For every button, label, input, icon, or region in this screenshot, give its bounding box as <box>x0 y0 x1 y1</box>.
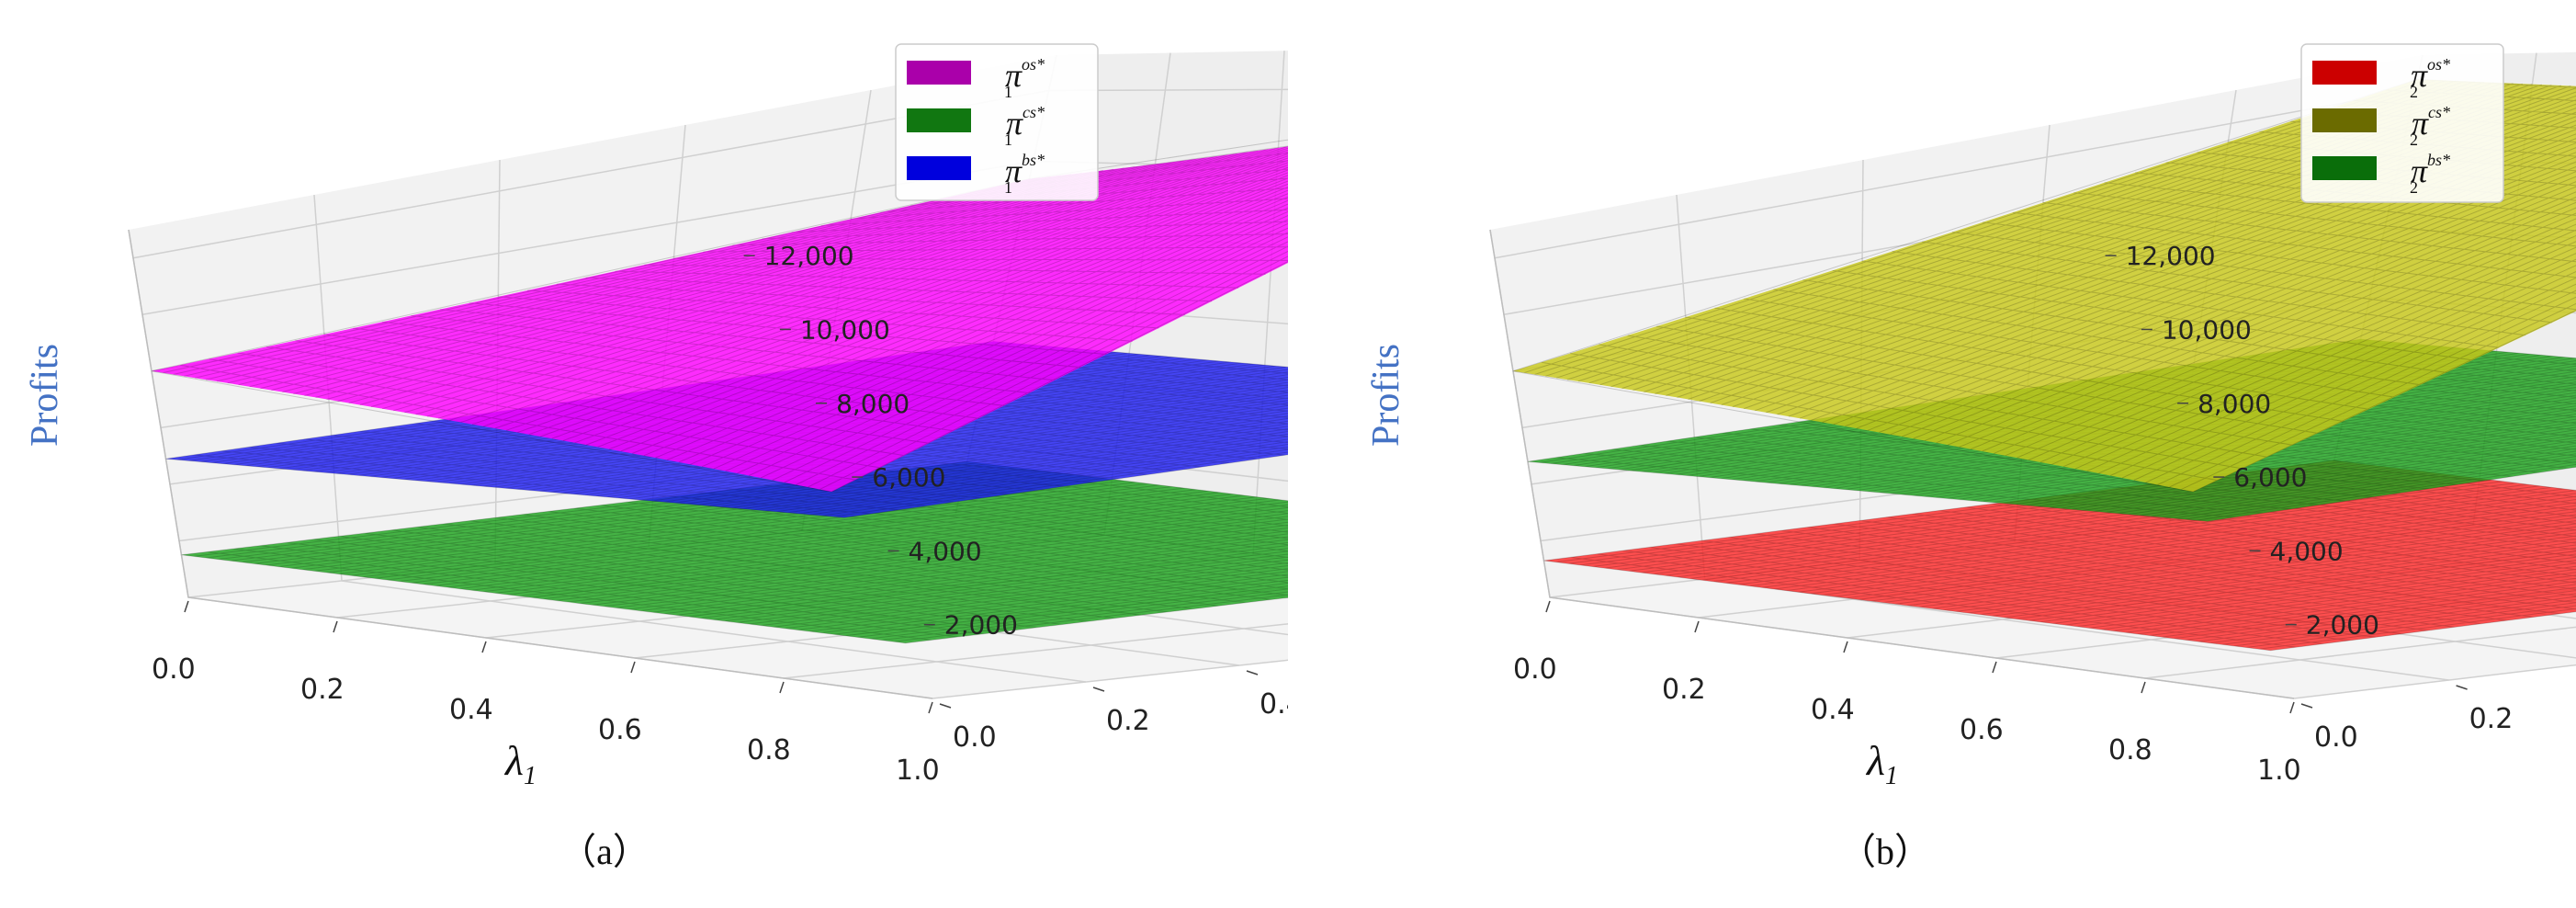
x-tick <box>481 641 487 653</box>
plot-area <box>1489 51 2576 699</box>
z-tick-label: 12,000 <box>764 241 854 271</box>
legend-swatch <box>2312 108 2377 132</box>
chart-panel-b: 2,000 4,000 6,000 8,000 10,000 12,000 0.0 0.2 0.… <box>1288 0 2576 908</box>
z-axis-label: Profits <box>1365 344 1407 447</box>
x-tick <box>2141 681 2146 694</box>
x-axis-label: λ1 <box>503 737 537 790</box>
z-tick-label: 6,000 <box>2233 462 2307 493</box>
x-tick-label: 0.8 <box>2108 734 2152 766</box>
x-tick-label: 0.8 <box>747 734 791 766</box>
legend-label: πos* 1 <box>1004 55 1045 101</box>
surface-mesh <box>181 460 1288 644</box>
y-tick <box>1246 670 1259 675</box>
grid-line <box>341 580 1087 683</box>
surface-π1os* <box>151 139 1288 493</box>
z-axis: 2,000 4,000 6,000 8,000 10,000 12,000 <box>2105 241 2379 641</box>
surface-fill <box>152 146 1288 493</box>
legend-swatch <box>2312 61 2377 85</box>
y-axis: 0.00.20.40.60.81.0λ2 <box>2300 685 2514 754</box>
surface-mesh <box>1512 78 2576 493</box>
z-axis: 2,000 4,000 6,000 8,000 10,000 12,000 <box>743 241 1018 641</box>
x-tick <box>1992 661 1997 674</box>
panel-caption: （b） <box>1839 831 1931 872</box>
x-tick <box>1545 600 1551 613</box>
x-tick-label: 0.2 <box>300 674 345 706</box>
pane-edge <box>128 229 933 699</box>
y-tick-label: 0.0 <box>2314 721 2358 754</box>
y-tick <box>939 703 952 709</box>
pane-edge <box>1489 229 2295 699</box>
x-tick <box>1694 620 1700 633</box>
surface-π1cs* <box>181 460 1288 644</box>
surface-mesh <box>151 139 1288 493</box>
z-tick-label: 10,000 <box>800 314 890 345</box>
y-tick-label: 0.2 <box>2469 703 2514 735</box>
panel-caption: （a） <box>559 831 650 872</box>
surface-mesh <box>1543 460 2576 652</box>
y-tick <box>2456 685 2468 690</box>
y-tick <box>2300 703 2313 709</box>
z-tick-label: 2,000 <box>2306 610 2379 641</box>
x-tick-label: 0.0 <box>1513 653 1557 686</box>
z-tick-label: 4,000 <box>909 536 982 566</box>
legend-swatch <box>907 61 971 85</box>
surface-fill <box>181 461 1288 643</box>
x-tick <box>333 620 338 633</box>
x-tick-label: 0.4 <box>449 694 493 726</box>
z-tick-label: 8,000 <box>2198 389 2271 419</box>
surface-chart-a: 2,000 4,000 6,000 8,000 10,000 12,000 0.0 0.2 0.… <box>24 43 1288 872</box>
chart-panel-a: 2,000 4,000 6,000 8,000 10,000 12,000 0.0 0.2 0.… <box>24 43 1288 872</box>
y-tick <box>1092 687 1105 692</box>
x-axis-label: λ1 <box>1865 737 1898 790</box>
x-axis: 0.0 0.2 0.4 0.6 0.8 1.0 λ1 <box>1513 600 2301 790</box>
grid-line <box>1252 51 1285 556</box>
grid-line <box>783 623 1288 679</box>
grid-line <box>932 659 1288 699</box>
z-tick-label: 10,000 <box>2162 314 2252 345</box>
x-tick-label: 0.6 <box>598 714 642 746</box>
y-axis: 0.00.20.40.60.81.0λ2 <box>939 670 1288 754</box>
surface-fill <box>1543 460 2576 651</box>
z-tick-label: 12,000 <box>2126 241 2216 271</box>
surface-π2os* <box>1543 460 2576 652</box>
x-tick <box>779 681 785 694</box>
z-tick-label: 4,000 <box>2270 536 2344 566</box>
legend-swatch <box>907 156 971 180</box>
x-tick <box>630 661 636 674</box>
x-tick-label: 0.0 <box>152 653 196 686</box>
x-tick-label: 1.0 <box>2257 755 2301 787</box>
y-tick-label: 0.2 <box>1106 705 1150 737</box>
plot-area <box>128 51 1288 699</box>
z-tick-label: 2,000 <box>944 610 1018 641</box>
legend-swatch <box>2312 156 2377 180</box>
z-tick-label: 8,000 <box>836 389 910 419</box>
legend-swatch <box>907 108 971 132</box>
y-tick-label: 0.0 <box>953 721 997 754</box>
x-tick <box>2289 701 2295 714</box>
grid-line <box>2293 664 2576 699</box>
x-tick-label: 0.2 <box>1662 674 1706 706</box>
z-axis-label: Profits <box>24 344 66 447</box>
x-tick-label: 0.4 <box>1811 694 1855 726</box>
x-tick-label: 0.6 <box>1960 714 2004 746</box>
surface-chart-b: 2,0004,0006,0008,00010,00012,0000.00.20.… <box>1365 43 2576 872</box>
x-tick-label: 1.0 <box>896 755 940 787</box>
x-tick <box>1843 641 1848 653</box>
grid-line <box>2144 626 2576 679</box>
x-tick <box>184 600 189 613</box>
y-tick-label: 0.4 <box>1260 688 1288 721</box>
z-tick-label: 6,000 <box>872 462 945 493</box>
x-tick <box>928 701 933 714</box>
